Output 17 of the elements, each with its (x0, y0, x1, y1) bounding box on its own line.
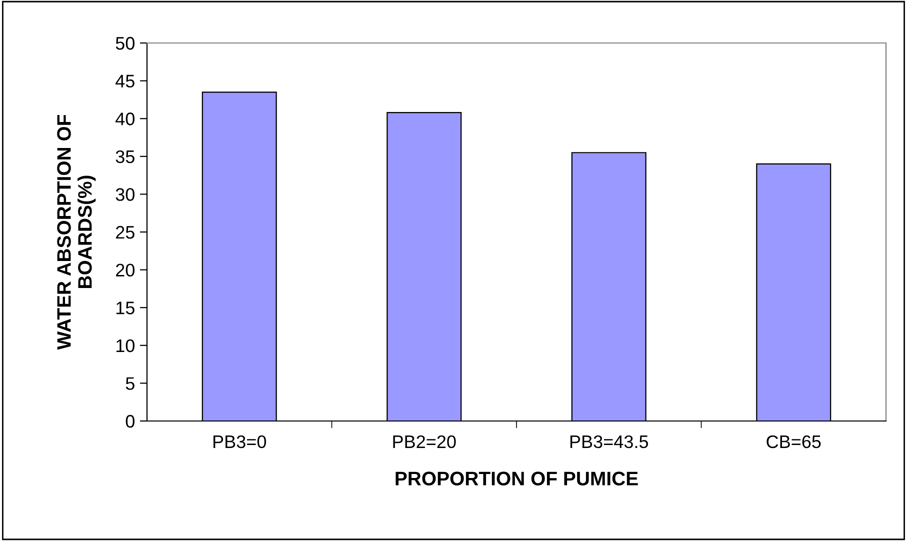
y-tick-label: 15 (116, 302, 134, 314)
y-tick-label: 25 (116, 226, 134, 239)
x-tick-label: CB=65 (766, 435, 821, 448)
x-tick-label: PB3=43.5 (570, 435, 648, 448)
x-axis-title: PROPORTION OF PUMICE (396, 472, 638, 486)
y-tick-label: 10 (116, 339, 134, 352)
y-tick-label: 35 (116, 150, 134, 164)
y-axis-title: WATER ABSORPTION OF BOARDS(%) (57, 114, 96, 350)
x-tick-label: PB2=20 (393, 435, 456, 448)
y-tick-label: 20 (116, 264, 134, 277)
y-tick-label: 30 (116, 188, 134, 201)
y-tick-label: 45 (116, 74, 134, 88)
y-tick-label: 5 (126, 377, 134, 390)
y-tick-label: 50 (116, 36, 134, 50)
y-tick-label: 40 (116, 112, 134, 126)
x-tick-label: PB3=0 (214, 435, 266, 448)
y-tick-label: 0 (126, 414, 134, 428)
